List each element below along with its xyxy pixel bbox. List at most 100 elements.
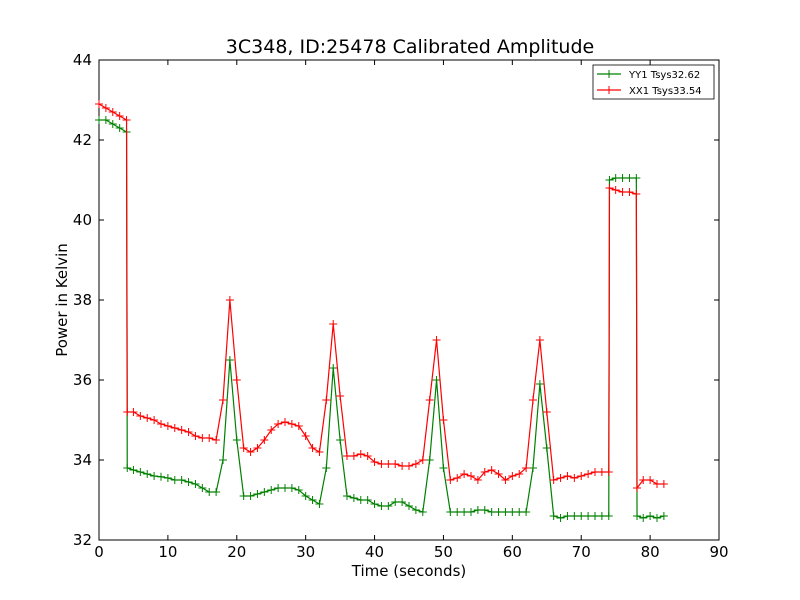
data-point-marker	[611, 174, 620, 182]
data-point-marker	[191, 480, 200, 488]
data-point-marker	[143, 470, 152, 478]
data-point-marker	[535, 380, 544, 388]
data-point-marker	[467, 472, 475, 480]
y-tick-label: 44	[73, 51, 92, 69]
data-point-marker	[115, 124, 124, 132]
x-tick-label: 90	[709, 543, 728, 561]
data-point-marker	[439, 416, 448, 424]
data-point-marker	[294, 486, 303, 494]
data-point-marker	[570, 512, 579, 520]
data-point-marker	[522, 508, 531, 516]
data-point-marker	[542, 408, 551, 416]
data-point-marker	[301, 492, 310, 500]
data-point-marker	[411, 506, 420, 514]
data-point-marker	[501, 508, 510, 516]
data-point-marker	[349, 494, 358, 502]
data-point-marker	[219, 396, 227, 404]
data-point-marker	[136, 468, 145, 476]
data-point-marker	[370, 500, 379, 508]
data-point-marker	[157, 472, 165, 481]
data-point-marker	[453, 474, 462, 482]
data-point-marker	[363, 452, 372, 460]
data-point-marker	[529, 396, 537, 404]
data-point-marker	[287, 484, 296, 492]
data-point-marker	[549, 512, 558, 520]
data-point-marker	[377, 460, 386, 468]
y-tick-label: 40	[73, 211, 92, 229]
data-point-marker	[556, 514, 565, 522]
data-point-marker	[232, 376, 241, 384]
data-point-marker	[315, 448, 324, 456]
data-point-marker	[439, 464, 448, 472]
data-point-marker	[473, 506, 482, 514]
data-point-marker	[570, 474, 579, 482]
data-point-marker	[322, 396, 331, 404]
data-point-marker	[329, 320, 338, 328]
data-point-marker	[605, 184, 614, 192]
data-point-marker	[405, 502, 413, 510]
data-point-marker	[632, 174, 641, 182]
data-point-marker	[508, 508, 517, 516]
data-point-marker	[239, 492, 248, 500]
data-point-marker	[356, 496, 365, 504]
data-point-marker	[123, 464, 132, 472]
data-point-marker	[150, 416, 159, 424]
x-tick-label: 80	[641, 543, 660, 561]
data-point-marker	[336, 436, 345, 444]
data-point-marker	[198, 434, 207, 442]
data-point-marker	[625, 188, 634, 196]
data-point-marker	[480, 468, 489, 476]
data-point-marker	[281, 484, 289, 492]
data-point-marker	[308, 444, 317, 452]
data-point-marker	[487, 466, 496, 474]
data-point-marker	[205, 488, 214, 496]
data-point-marker	[225, 296, 234, 304]
y-tick-label: 42	[73, 131, 92, 149]
data-point-marker	[274, 484, 283, 492]
data-point-marker	[487, 508, 496, 516]
data-point-marker	[184, 428, 193, 436]
x-tick-label: 70	[572, 543, 591, 561]
data-point-marker	[515, 508, 524, 516]
data-point-marker	[363, 496, 372, 504]
data-point-marker	[653, 480, 661, 488]
data-point-marker	[205, 434, 214, 442]
data-point-marker	[632, 190, 641, 198]
data-point-marker	[108, 108, 117, 116]
x-axis-label: Time (seconds)	[351, 562, 467, 580]
x-tick-label: 0	[94, 543, 104, 561]
data-point-marker	[287, 420, 296, 428]
data-point-marker	[129, 466, 138, 474]
data-point-marker	[432, 336, 441, 344]
data-point-marker	[460, 508, 469, 516]
data-point-marker	[646, 512, 655, 520]
data-point-marker	[136, 412, 145, 420]
data-point-marker	[577, 512, 586, 520]
data-point-marker	[515, 470, 524, 478]
data-point-marker	[633, 512, 642, 520]
data-point-marker	[108, 120, 117, 128]
data-point-marker	[473, 476, 482, 484]
data-point-marker	[253, 490, 262, 498]
data-point-marker	[315, 500, 324, 508]
data-point-marker	[301, 432, 310, 440]
data-point-marker	[212, 488, 221, 496]
data-point-marker	[584, 470, 593, 478]
data-point-marker	[329, 364, 338, 372]
data-point-marker	[322, 464, 331, 472]
data-point-marker	[384, 502, 393, 510]
x-tick-label: 40	[365, 543, 384, 561]
x-tick-label: 60	[503, 543, 522, 561]
y-tick-label: 38	[73, 291, 92, 309]
data-point-marker	[604, 468, 613, 476]
data-point-marker	[163, 422, 172, 430]
legend-box	[592, 64, 715, 100]
data-point-marker	[253, 444, 262, 452]
x-tick-label: 30	[296, 543, 315, 561]
data-point-marker	[522, 464, 531, 472]
data-point-marker	[577, 472, 586, 480]
data-point-marker	[494, 470, 503, 478]
series-line	[99, 119, 665, 519]
data-point-marker	[343, 452, 351, 460]
data-point-marker	[398, 498, 407, 506]
